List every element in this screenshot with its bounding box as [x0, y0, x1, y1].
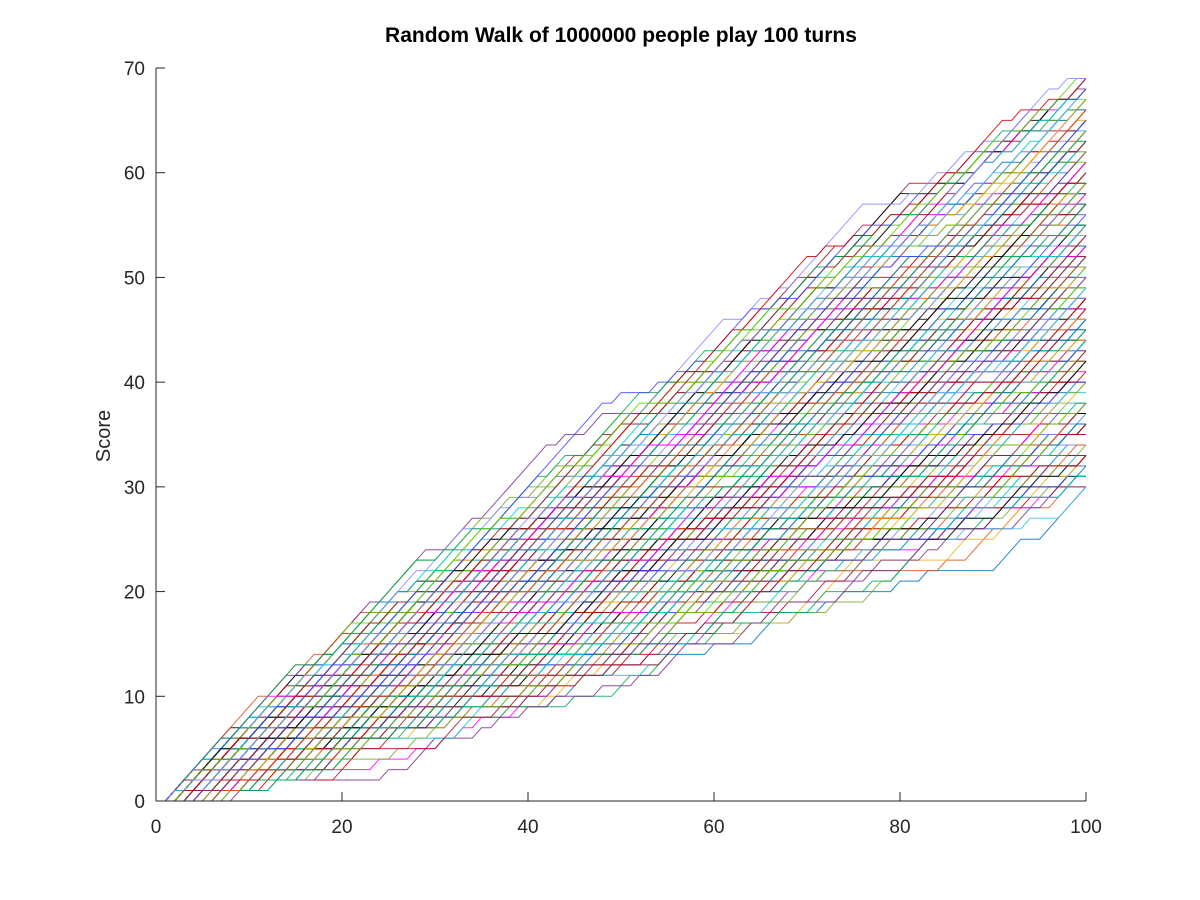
y-tick-label: 60 — [124, 164, 145, 185]
y-tick-label: 30 — [124, 478, 145, 499]
y-tick-label: 0 — [134, 792, 145, 813]
series-line — [164, 77, 1086, 802]
series-line — [165, 77, 1086, 802]
x-tick-label: 100 — [1070, 817, 1102, 838]
series-line — [164, 78, 1087, 802]
series-line — [165, 298, 1087, 802]
chart-title: Random Walk of 1000000 people play 100 t… — [385, 24, 857, 47]
x-tick-label: 20 — [331, 817, 352, 838]
y-axis-label: Score — [93, 410, 115, 462]
series-line — [165, 151, 1086, 802]
x-tick-label: 80 — [889, 817, 910, 838]
series-line — [165, 402, 1087, 802]
x-tick-label: 60 — [703, 817, 724, 838]
series-layer — [164, 77, 1087, 802]
y-tick-label: 20 — [124, 583, 145, 604]
y-tick-label: 50 — [124, 268, 145, 289]
x-tick-label: 0 — [151, 817, 162, 838]
series-line — [165, 329, 1087, 802]
series-line — [164, 88, 1087, 802]
y-tick-label: 70 — [124, 59, 145, 80]
y-tick-label: 40 — [124, 373, 145, 394]
axes-layer: 0 20 40 60 80 100 0 10 20 30 40 50 60 70 — [124, 59, 1102, 838]
x-tick-label: 40 — [517, 817, 538, 838]
y-tick-label: 10 — [124, 687, 145, 708]
